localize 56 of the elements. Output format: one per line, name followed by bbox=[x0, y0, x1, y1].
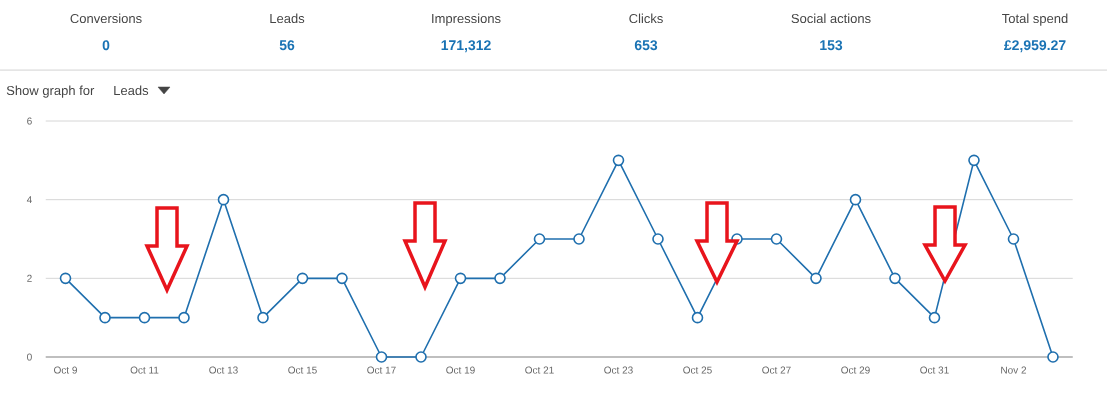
text: Show graph for bbox=[6, 85, 95, 98]
x-tick-label: Oct 19 bbox=[446, 366, 475, 374]
text: 0 bbox=[102, 40, 110, 51]
point bbox=[99, 311, 111, 324]
point bbox=[691, 311, 704, 324]
x-tick-label: Oct 15 bbox=[288, 366, 317, 374]
point bbox=[454, 272, 467, 285]
point bbox=[810, 272, 822, 285]
x-tick-label: Oct 31 bbox=[920, 366, 949, 374]
point bbox=[59, 272, 72, 285]
x-tick-label: Oct 13 bbox=[209, 366, 238, 374]
text: Social actions bbox=[791, 13, 871, 24]
point bbox=[573, 233, 585, 245]
y-tick-label: 0 bbox=[27, 353, 32, 361]
x-tick-label: Oct 21 bbox=[525, 366, 554, 374]
text: Conversions bbox=[70, 13, 142, 24]
point bbox=[375, 351, 388, 363]
point bbox=[533, 233, 546, 245]
point bbox=[652, 233, 664, 245]
text: Total spend bbox=[1002, 13, 1068, 26]
text: 56 bbox=[279, 40, 295, 51]
text: £2,959.27 bbox=[1004, 40, 1066, 53]
y-tick-label: 2 bbox=[27, 274, 32, 282]
x-tick-label: Oct 11 bbox=[130, 366, 159, 374]
point bbox=[138, 311, 151, 324]
text: Clicks bbox=[629, 13, 663, 24]
x-tick-label: Oct 17 bbox=[367, 366, 396, 374]
x-tick-label: Oct 25 bbox=[683, 366, 712, 374]
point bbox=[296, 272, 309, 285]
x-tick-label: Oct 23 bbox=[604, 366, 633, 374]
point bbox=[968, 154, 980, 167]
x-tick-label: Oct 9 bbox=[54, 366, 77, 374]
y-tick-label: 4 bbox=[26, 196, 32, 204]
text: Impressions bbox=[432, 13, 501, 26]
point bbox=[928, 311, 941, 324]
y-tick-label: 6 bbox=[27, 117, 32, 125]
point bbox=[770, 233, 783, 245]
point bbox=[217, 193, 230, 206]
point bbox=[849, 193, 862, 206]
text: Leads bbox=[270, 13, 305, 24]
point bbox=[889, 272, 901, 285]
text: 653 bbox=[634, 40, 658, 51]
x-tick-label: Oct 27 bbox=[762, 366, 791, 374]
text: Leads bbox=[114, 85, 149, 96]
text: 171,312 bbox=[441, 40, 491, 53]
point bbox=[1007, 233, 1020, 245]
x-tick-label: Nov 2 bbox=[1001, 366, 1027, 374]
point bbox=[336, 272, 348, 285]
point bbox=[612, 154, 625, 167]
point bbox=[494, 272, 506, 285]
point bbox=[1047, 351, 1059, 363]
point bbox=[415, 351, 427, 363]
point bbox=[257, 311, 269, 324]
point bbox=[178, 311, 190, 324]
text: 153 bbox=[820, 40, 843, 51]
x-tick-label: Oct 29 bbox=[841, 366, 870, 374]
